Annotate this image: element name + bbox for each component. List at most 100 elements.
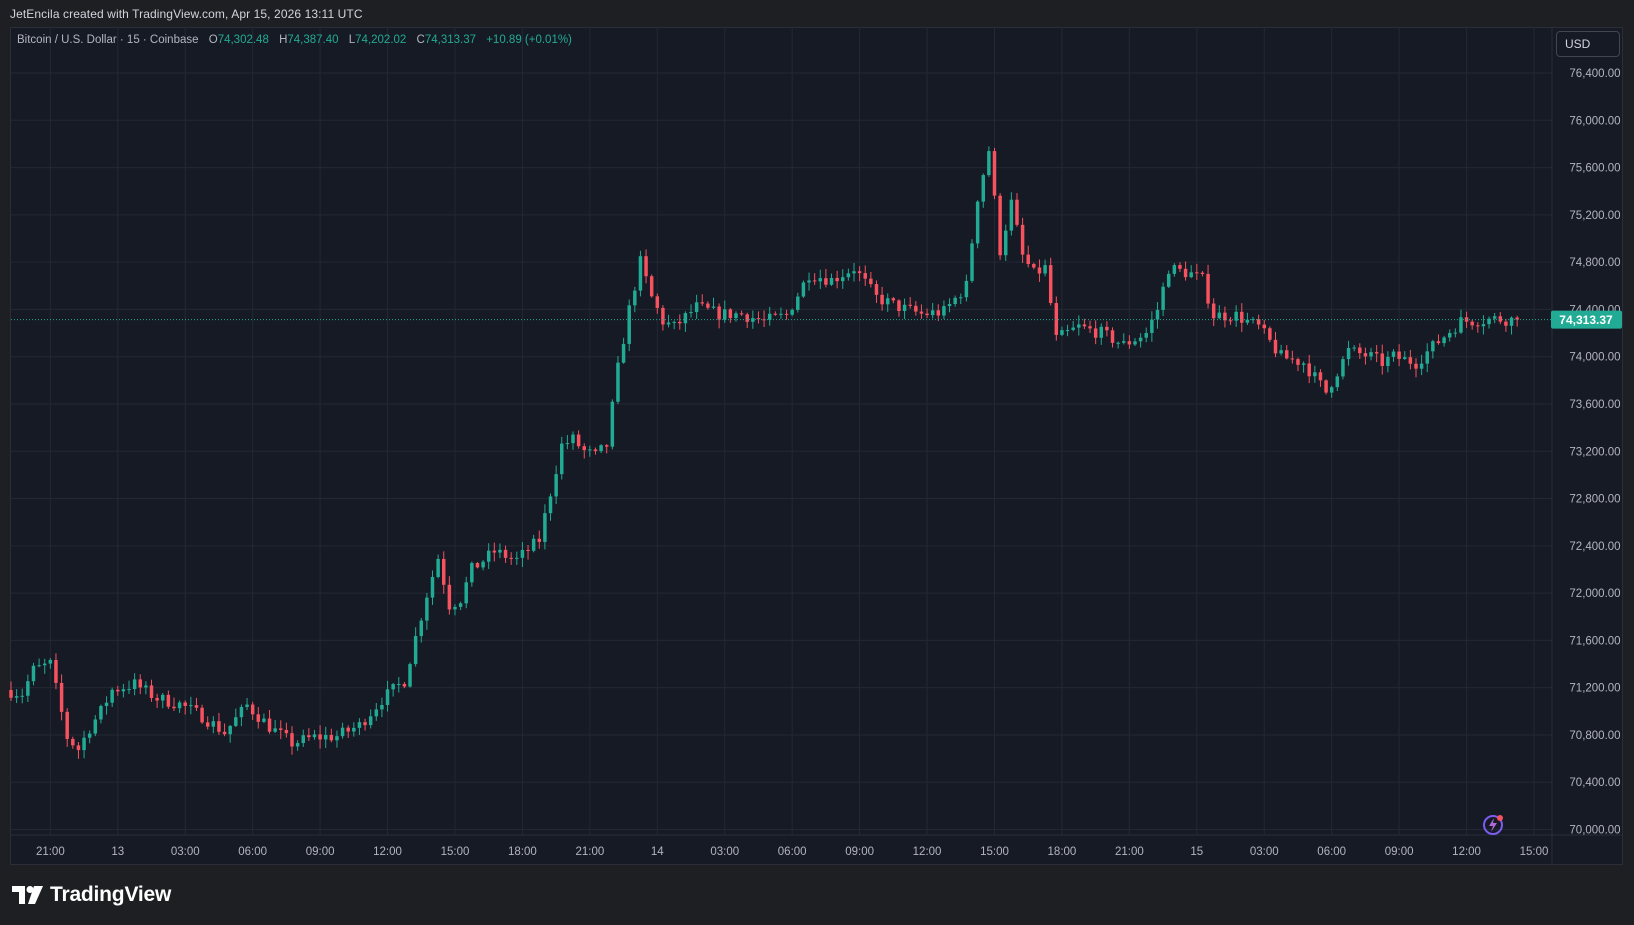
candle-body[interactable]: [290, 733, 294, 747]
candle-body[interactable]: [1307, 363, 1311, 377]
candle-body[interactable]: [678, 321, 682, 324]
candle-body[interactable]: [745, 314, 749, 322]
candle-body[interactable]: [1487, 318, 1491, 325]
candle-body[interactable]: [801, 282, 806, 297]
candle-body[interactable]: [436, 558, 440, 577]
candle-body[interactable]: [1138, 337, 1143, 342]
candle-body[interactable]: [560, 443, 564, 475]
candle-body[interactable]: [1492, 316, 1497, 319]
candle-body[interactable]: [610, 401, 615, 447]
candle-body[interactable]: [874, 284, 879, 295]
candle-body[interactable]: [694, 302, 699, 313]
candle-body[interactable]: [1262, 324, 1266, 329]
candle-body[interactable]: [307, 735, 311, 738]
candle-body[interactable]: [1037, 267, 1042, 274]
candle-body[interactable]: [65, 711, 69, 739]
candle-body[interactable]: [857, 271, 862, 274]
candle-body[interactable]: [700, 302, 705, 304]
candle-body[interactable]: [346, 727, 350, 732]
candle-body[interactable]: [672, 321, 676, 323]
candle-body[interactable]: [205, 722, 210, 727]
chart-pane[interactable]: [10, 27, 1623, 865]
candle-body[interactable]: [301, 735, 305, 744]
candle-body[interactable]: [925, 313, 929, 316]
candle-body[interactable]: [1245, 319, 1250, 323]
currency-button[interactable]: USD: [1556, 31, 1620, 57]
candle-body[interactable]: [1234, 311, 1238, 321]
candle-body[interactable]: [739, 313, 744, 315]
candle-body[interactable]: [1240, 311, 1244, 323]
candle-body[interactable]: [1009, 199, 1014, 231]
candle-body[interactable]: [633, 290, 637, 306]
candle-body[interactable]: [706, 303, 710, 308]
candle-body[interactable]: [1116, 342, 1120, 344]
candle-body[interactable]: [885, 298, 890, 305]
candle-body[interactable]: [582, 446, 586, 451]
candle-body[interactable]: [1476, 325, 1480, 327]
candle-body[interactable]: [1003, 230, 1008, 256]
candle-body[interactable]: [1515, 317, 1519, 320]
candle-body[interactable]: [863, 273, 867, 279]
candle-body[interactable]: [99, 705, 103, 720]
candle-body[interactable]: [312, 734, 317, 738]
candle-body[interactable]: [644, 256, 648, 277]
candle-body[interactable]: [1436, 341, 1441, 344]
candle-body[interactable]: [1144, 332, 1148, 338]
candle-body[interactable]: [773, 313, 778, 315]
candle-body[interactable]: [1015, 199, 1019, 225]
candle-body[interactable]: [767, 313, 772, 320]
candle-body[interactable]: [722, 309, 727, 320]
candle-body[interactable]: [784, 313, 789, 315]
candle-body[interactable]: [503, 549, 508, 558]
candle-body[interactable]: [200, 707, 204, 723]
candle-body[interactable]: [116, 689, 120, 692]
candle-body[interactable]: [93, 719, 98, 734]
candle-body[interactable]: [1374, 352, 1379, 354]
candle-body[interactable]: [835, 277, 839, 282]
candle-body[interactable]: [1290, 358, 1295, 360]
candle-body[interactable]: [1296, 359, 1300, 365]
candle-body[interactable]: [1453, 332, 1458, 334]
candle-body[interactable]: [447, 584, 452, 610]
candle-body[interactable]: [1228, 320, 1233, 322]
candle-body[interactable]: [82, 737, 86, 751]
candle-body[interactable]: [48, 660, 53, 664]
candle-body[interactable]: [1043, 265, 1047, 274]
candle-body[interactable]: [790, 309, 794, 315]
candle-body[interactable]: [1363, 353, 1368, 357]
candle-body[interactable]: [869, 278, 873, 285]
candle-body[interactable]: [1082, 324, 1087, 327]
candle-body[interactable]: [1054, 303, 1059, 335]
candle-body[interactable]: [964, 280, 969, 298]
candle-body[interactable]: [627, 305, 631, 344]
candle-body[interactable]: [1408, 357, 1413, 364]
candle-body[interactable]: [661, 307, 665, 325]
candle-body[interactable]: [380, 704, 384, 710]
candle-body[interactable]: [975, 201, 980, 244]
candle-body[interactable]: [1077, 324, 1081, 328]
candle-body[interactable]: [59, 682, 64, 712]
candle-body[interactable]: [498, 549, 502, 553]
candle-body[interactable]: [37, 665, 41, 667]
candle-body[interactable]: [374, 709, 379, 717]
candle-body[interactable]: [177, 702, 182, 709]
candle-body[interactable]: [1324, 380, 1328, 393]
candle-body[interactable]: [604, 445, 609, 447]
candle-body[interactable]: [1481, 324, 1486, 327]
candle-body[interactable]: [1397, 351, 1401, 359]
candle-body[interactable]: [121, 689, 126, 692]
candle-body[interactable]: [458, 603, 463, 607]
candle-body[interactable]: [110, 689, 114, 703]
candle-body[interactable]: [531, 538, 536, 551]
candle-body[interactable]: [397, 683, 401, 685]
candle-body[interactable]: [402, 683, 407, 687]
candle-body[interactable]: [1065, 329, 1070, 331]
candle-body[interactable]: [1048, 265, 1053, 304]
candle-body[interactable]: [1380, 353, 1385, 366]
candle-body[interactable]: [1032, 264, 1036, 268]
candle-body[interactable]: [1358, 347, 1362, 354]
candle-body[interactable]: [329, 734, 334, 741]
candle-body[interactable]: [818, 278, 823, 282]
candle-body[interactable]: [1189, 272, 1193, 278]
candle-body[interactable]: [470, 563, 474, 583]
